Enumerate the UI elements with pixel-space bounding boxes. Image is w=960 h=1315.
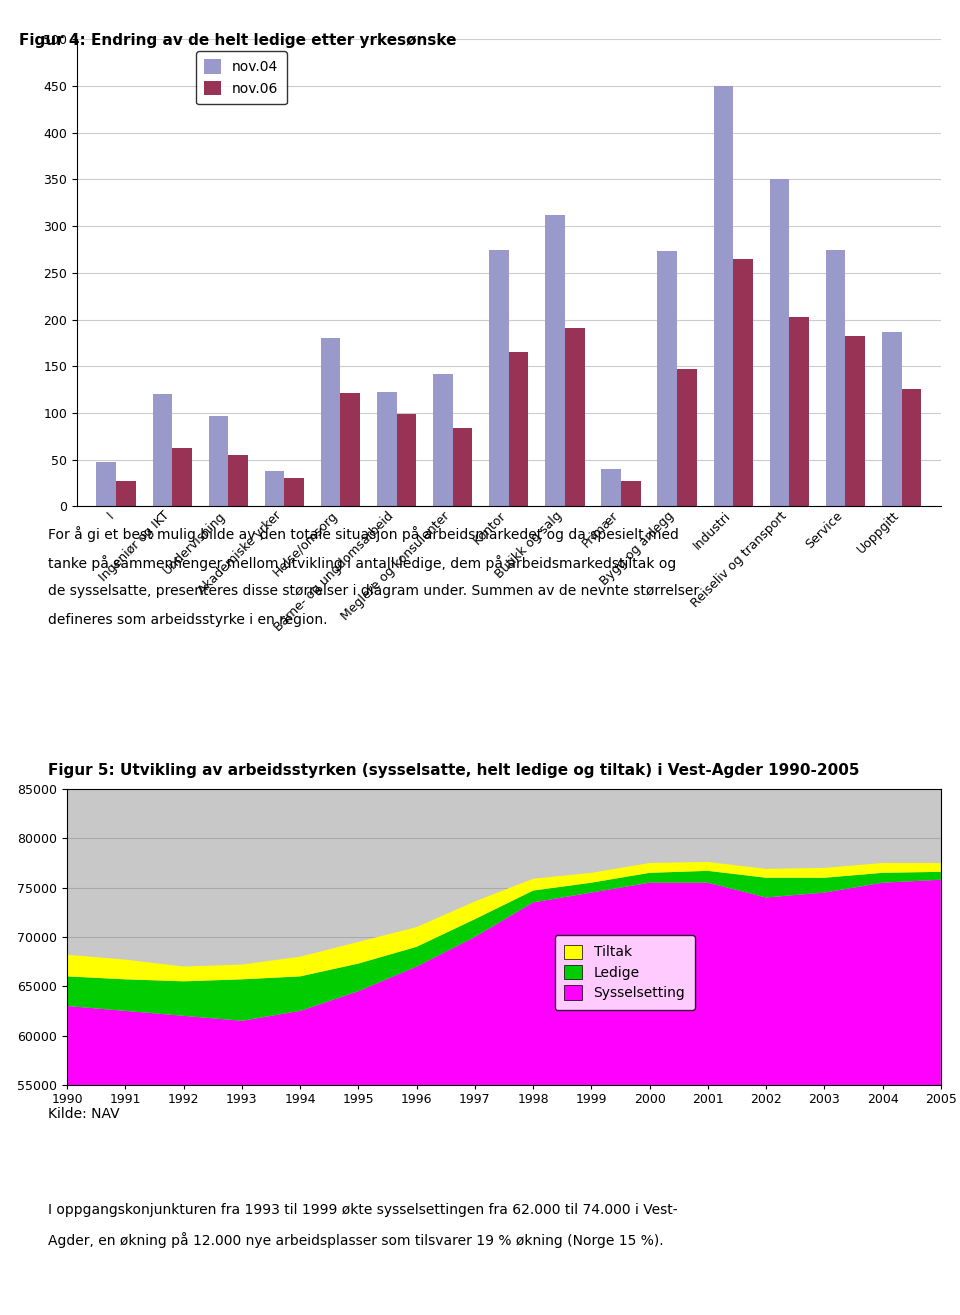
- Bar: [658, 251, 677, 506]
- Text: de sysselsatte, presenteres disse størrelser i diagram under. Summen av de nevnt: de sysselsatte, presenteres disse større…: [48, 584, 699, 598]
- Text: Figur 5: Utvikling av arbeidsstyrken (sysselsatte, helt ledige og tiltak) i Vest: Figur 5: Utvikling av arbeidsstyrken (sy…: [48, 763, 859, 777]
- Bar: [321, 338, 341, 506]
- Bar: [265, 471, 284, 506]
- Bar: [208, 416, 228, 506]
- Bar: [453, 427, 472, 506]
- Bar: [433, 373, 453, 506]
- Bar: [901, 389, 922, 506]
- Bar: [116, 481, 135, 506]
- Bar: [770, 180, 789, 506]
- Legend: Tiltak, Ledige, Sysselsetting: Tiltak, Ledige, Sysselsetting: [555, 935, 695, 1010]
- Text: I oppgangskonjunkturen fra 1993 til 1999 økte sysselsettingen fra 62.000 til 74.: I oppgangskonjunkturen fra 1993 til 1999…: [48, 1203, 678, 1218]
- Bar: [396, 414, 417, 506]
- Legend: nov.04, nov.06: nov.04, nov.06: [196, 51, 287, 104]
- Bar: [713, 87, 733, 506]
- Bar: [564, 327, 585, 506]
- Bar: [96, 463, 116, 506]
- Bar: [621, 481, 640, 506]
- Bar: [153, 394, 172, 506]
- Text: tanke på sammenhenger mellom utvikling i antall ledige, dem på arbeidsmarkedstil: tanke på sammenhenger mellom utvikling i…: [48, 555, 676, 571]
- Bar: [172, 448, 192, 506]
- Bar: [601, 469, 621, 506]
- Bar: [846, 337, 865, 506]
- Bar: [545, 214, 564, 506]
- Bar: [789, 317, 809, 506]
- Bar: [377, 392, 396, 506]
- Bar: [826, 250, 846, 506]
- Bar: [677, 370, 697, 506]
- Bar: [733, 259, 753, 506]
- Bar: [509, 352, 528, 506]
- Bar: [284, 479, 304, 506]
- Text: defineres som arbeidsstyrke i en region.: defineres som arbeidsstyrke i en region.: [48, 613, 327, 627]
- Text: Agder, en økning på 12.000 nye arbeidsplasser som tilsvarer 19 % økning (Norge 1: Agder, en økning på 12.000 nye arbeidspl…: [48, 1232, 663, 1248]
- Text: Figur 4: Endring av de helt ledige etter yrkesønske: Figur 4: Endring av de helt ledige etter…: [19, 33, 457, 47]
- Bar: [228, 455, 248, 506]
- Bar: [490, 250, 509, 506]
- Bar: [882, 331, 901, 506]
- Text: For å gi et best mulig bilde av den totale situasjon på arbeidsmarkedet og da sp: For å gi et best mulig bilde av den tota…: [48, 526, 679, 542]
- Bar: [341, 393, 360, 506]
- Text: Kilde: NAV: Kilde: NAV: [48, 1107, 120, 1122]
